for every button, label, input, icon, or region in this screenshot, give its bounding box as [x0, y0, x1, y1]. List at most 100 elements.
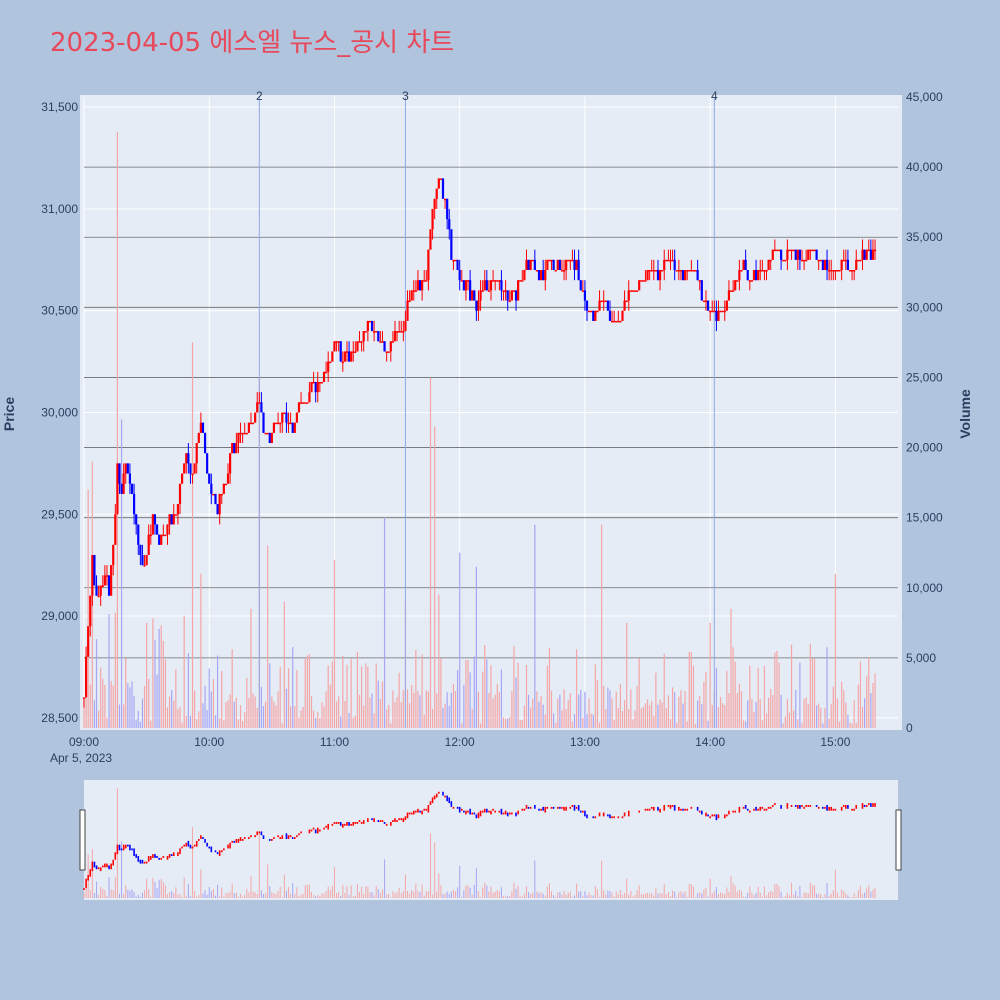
mini-volume-bar: [352, 896, 354, 898]
range-slider-left-handle[interactable]: [79, 809, 86, 871]
mini-volume-bar: [227, 892, 229, 898]
volume-bar: [187, 653, 189, 728]
mini-volume-bar: [346, 886, 348, 898]
volume-bar: [705, 671, 707, 728]
candle-body: [375, 331, 378, 333]
candle-body: [216, 504, 219, 515]
candle-body: [203, 432, 207, 454]
candle-body: [166, 524, 169, 535]
candle-body: [700, 280, 703, 301]
candle-body: [491, 280, 495, 282]
mini-volume-bar: [300, 894, 302, 898]
mini-volume-bar: [839, 896, 841, 898]
candle-body: [272, 422, 276, 433]
range-slider-right-handle[interactable]: [895, 809, 902, 871]
volume-bar: [467, 660, 469, 728]
volume-bar: [509, 717, 511, 728]
volume-bar: [826, 647, 828, 728]
mini-volume-bar: [285, 890, 287, 898]
candle-body: [698, 280, 701, 282]
candle-body: [754, 270, 758, 281]
volume-bar: [849, 722, 851, 728]
mini-volume-bar: [588, 892, 590, 898]
candle-body: [264, 432, 267, 435]
mini-volume-bar: [388, 893, 390, 898]
candle-body: [633, 290, 637, 292]
mini-volume-bar: [866, 888, 868, 898]
volume-bar: [674, 692, 676, 728]
candle-body: [548, 259, 551, 262]
candle-body: [669, 259, 672, 262]
candle-body: [364, 331, 367, 333]
candle-body: [654, 270, 657, 272]
mini-volume-bar: [496, 889, 498, 898]
mini-volume-bar: [452, 889, 454, 898]
volume-bar: [317, 711, 319, 728]
volume-bar: [788, 712, 791, 728]
volume-bar: [177, 709, 179, 728]
candle-body: [345, 351, 349, 353]
mini-volume-bar: [667, 892, 669, 898]
volume-bar: [386, 709, 388, 728]
volume-bar: [494, 694, 496, 728]
candle-body: [850, 270, 854, 272]
volume-bar: [379, 699, 381, 728]
mini-volume-bar: [684, 891, 686, 898]
volume-bar: [598, 722, 601, 728]
mini-volume-bar: [457, 887, 459, 898]
volume-bar: [371, 693, 373, 728]
volume-bar: [617, 708, 619, 728]
candle-body: [729, 290, 733, 292]
candle-body: [222, 483, 225, 494]
volume-bar: [736, 693, 738, 728]
volume-bar: [824, 707, 826, 728]
volume-bar: [482, 671, 484, 728]
news-marker-label: 3: [402, 89, 409, 103]
candle-body: [220, 493, 223, 496]
gridlines: [83, 97, 898, 728]
candle-body: [608, 310, 612, 321]
volume-bar: [607, 687, 609, 728]
candle-body: [721, 310, 724, 313]
mini-volume-bar: [258, 833, 260, 898]
volume-bar: [89, 684, 91, 728]
volume-bar: [747, 700, 749, 728]
volume-bar: [615, 691, 617, 728]
volume-bar: [738, 683, 740, 728]
candle-body: [813, 249, 816, 252]
mini-volume-bar: [225, 893, 227, 898]
volume-bar: [678, 696, 680, 728]
candle-body: [579, 280, 582, 291]
mini-volume-bar: [402, 891, 404, 898]
candle-body: [408, 300, 411, 303]
volume-bar: [181, 722, 183, 728]
volume-bar: [471, 709, 473, 728]
candle-body: [153, 514, 157, 525]
mini-volume-bar: [755, 893, 757, 898]
volume-bar: [807, 703, 809, 728]
volume-bar: [108, 614, 110, 728]
candle-body: [425, 280, 428, 282]
candle-body: [226, 473, 230, 484]
candle-body: [314, 381, 317, 393]
volume-bar: [542, 704, 544, 728]
volume-bar: [133, 695, 135, 728]
candle-body: [325, 371, 328, 374]
news-marker-label: 4: [711, 89, 718, 103]
mini-volume-bar: [160, 879, 162, 898]
time-tick-label: 15:00: [820, 735, 850, 749]
mini-volume-bar: [630, 890, 632, 898]
mini-volume-bar: [542, 893, 544, 898]
mini-volume-bar: [788, 895, 790, 898]
price-axis-ticks: 28,500 29,000 29,500 30,000 30,500 31,000 31,5…: [41, 100, 78, 725]
candle-body: [327, 361, 330, 372]
volume-bar: [296, 670, 298, 728]
candle-body: [164, 534, 167, 537]
mini-volume-bar: [279, 886, 281, 898]
volume-bar: [665, 707, 667, 728]
candle-body: [658, 270, 662, 281]
candle-body: [373, 331, 376, 333]
volume-bar: [183, 615, 185, 728]
range-slider[interactable]: [79, 780, 902, 900]
volume-bar: [745, 721, 747, 728]
